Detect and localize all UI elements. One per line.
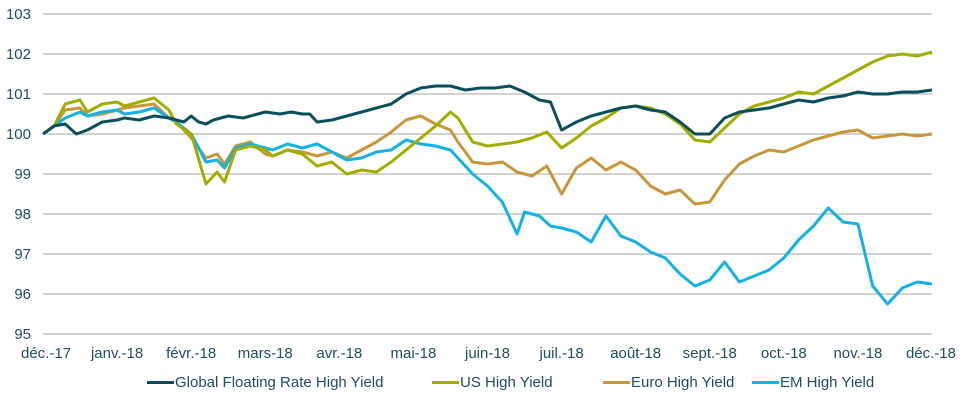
y-tick-label: 97: [14, 246, 31, 263]
legend-swatch: [147, 381, 174, 384]
y-tick-label: 101: [6, 86, 31, 103]
series-line-global-floating-rate-high-yield: [42, 84, 933, 136]
y-tick-label: 95: [14, 326, 31, 343]
series-lines: [42, 50, 933, 306]
x-tick-label: mai-18: [390, 345, 436, 362]
x-tick-label: févr.-18: [166, 345, 216, 362]
x-tick-label: sept.-18: [683, 345, 737, 362]
legend-swatch: [432, 381, 459, 384]
y-tick-label: 100: [6, 126, 31, 143]
y-tick-label: 96: [14, 286, 31, 303]
line-chart: 95 96 97 98 99 100 101 102 103 déc.-17 janv.-18 fé…: [6, 6, 956, 362]
x-tick-label: déc.-17: [21, 345, 71, 362]
legend-item: Global Floating Rate High Yield: [147, 374, 383, 391]
y-tick-label: 103: [6, 6, 31, 23]
x-tick-label: nov.-18: [833, 345, 882, 362]
y-tick-label: 102: [6, 46, 31, 63]
legend-label: Global Floating Rate High Yield: [175, 374, 384, 391]
legend: Global Floating Rate High Yield US High Y…: [0, 374, 963, 396]
legend-item: US High Yield: [432, 374, 553, 391]
y-tick-label: 98: [14, 206, 31, 223]
x-axis-ticks: déc.-17 janv.-18 févr.-18 mars-18 avr.-18 mai…: [21, 345, 956, 362]
gridlines: [43, 13, 932, 335]
legend-label: US High Yield: [460, 374, 553, 391]
y-axis-ticks: 95 96 97 98 99 100 101 102 103: [6, 6, 31, 343]
x-tick-label: juil.-18: [538, 345, 583, 362]
y-tick-label: 99: [14, 166, 31, 183]
x-tick-label: avr.-18: [316, 345, 362, 362]
series-line-em-high-yield: [42, 106, 933, 306]
x-tick-label: août-18: [610, 345, 661, 362]
x-tick-label: janv.-18: [90, 345, 143, 362]
legend-swatch: [603, 381, 630, 384]
x-tick-label: juin-18: [464, 345, 510, 362]
legend-swatch: [752, 381, 779, 384]
legend-item: Euro High Yield: [603, 374, 734, 391]
legend-label: Euro High Yield: [631, 374, 735, 391]
x-tick-label: oct.-18: [761, 345, 807, 362]
legend-label: EM High Yield: [780, 374, 875, 391]
legend-item: EM High Yield: [752, 374, 874, 391]
x-tick-label: déc.-18: [906, 345, 956, 362]
x-tick-label: mars-18: [238, 345, 293, 362]
